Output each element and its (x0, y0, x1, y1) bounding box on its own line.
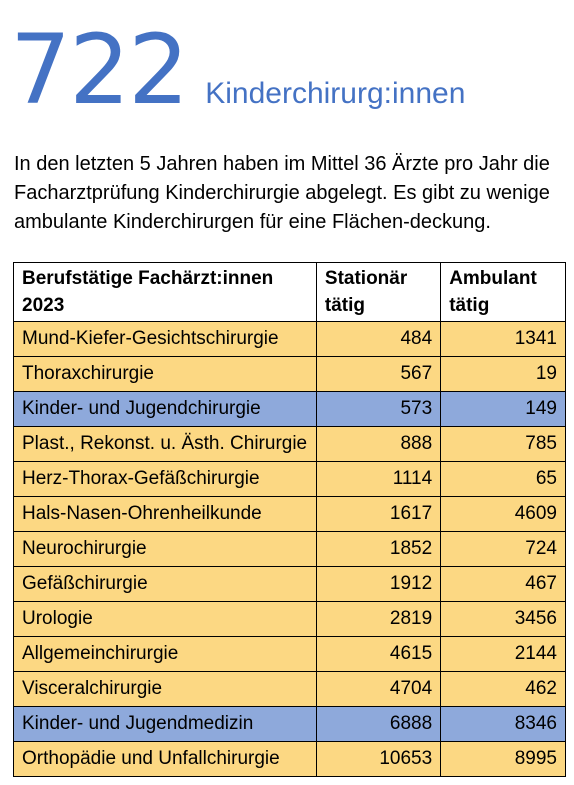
specialists-table: Berufstätige Fachärzt:innen 2023 Station… (13, 262, 566, 777)
table-header-row: Berufstätige Fachärzt:innen 2023 Station… (13, 262, 566, 322)
stationary-count-cell: 1912 (315, 566, 442, 602)
stationary-count-cell: 888 (315, 426, 442, 462)
headline: 722 Kinderchirurg:innen (10, 22, 465, 118)
table-row: Neurochirurgie 1852 724 (13, 531, 566, 567)
specialty-cell: Herz-Thorax-Gefäßchirurgie (13, 461, 317, 497)
stationary-count-cell: 484 (315, 321, 442, 357)
ambulatory-count-cell: 2144 (440, 636, 566, 672)
table-row: Visceralchirurgie 4704 462 (13, 671, 566, 707)
stationary-count-cell: 1114 (315, 461, 442, 497)
column-header-specialty: Berufstätige Fachärzt:innen 2023 (13, 262, 317, 322)
stationary-count-cell: 1617 (315, 496, 442, 532)
table-row: Gefäßchirurgie 1912 467 (13, 566, 566, 602)
ambulatory-count-cell: 8995 (440, 741, 566, 777)
ambulatory-count-cell: 19 (440, 356, 566, 392)
specialty-cell: Plast., Rekonst. u. Ästh. Chirurgie (13, 426, 317, 462)
headline-number: 722 (10, 14, 189, 126)
stationary-count-cell: 1852 (315, 531, 442, 567)
table-row: Urologie 2819 3456 (13, 601, 566, 637)
table-row: Kinder- und Jugendmedizin 6888 8346 (13, 706, 566, 742)
specialty-cell: Visceralchirurgie (13, 671, 317, 707)
column-header-stationary: Stationär tätig (315, 262, 442, 322)
ambulatory-count-cell: 724 (440, 531, 566, 567)
ambulatory-count-cell: 3456 (440, 601, 566, 637)
stationary-count-cell: 6888 (315, 706, 442, 742)
ambulatory-count-cell: 149 (440, 391, 566, 427)
table-row: Thoraxchirurgie 567 19 (13, 356, 566, 392)
ambulatory-count-cell: 1341 (440, 321, 566, 357)
specialty-cell: Thoraxchirurgie (13, 356, 317, 392)
specialty-cell: Urologie (13, 601, 317, 637)
stationary-count-cell: 4704 (315, 671, 442, 707)
table-row: Kinder- und Jugendchirurgie 573 149 (13, 391, 566, 427)
stationary-count-cell: 10653 (315, 741, 442, 777)
headline-label: Kinderchirurg:innen (205, 77, 466, 110)
table-body: Mund-Kiefer-Gesichtschirurgie 484 1341 Thor… (13, 321, 566, 777)
table-row: Mund-Kiefer-Gesichtschirurgie 484 1341 (13, 321, 566, 357)
table-row: Herz-Thorax-Gefäßchirurgie 1114 65 (13, 461, 566, 497)
ambulatory-count-cell: 4609 (440, 496, 566, 532)
specialty-cell: Kinder- und Jugendmedizin (13, 706, 317, 742)
specialty-cell: Kinder- und Jugendchirurgie (13, 391, 317, 427)
table-row: Plast., Rekonst. u. Ästh. Chirurgie 888 78… (13, 426, 566, 462)
stationary-count-cell: 567 (315, 356, 442, 392)
ambulatory-count-cell: 8346 (440, 706, 566, 742)
specialty-cell: Allgemeinchirurgie (13, 636, 317, 672)
stationary-count-cell: 4615 (315, 636, 442, 672)
intro-paragraph: In den letzten 5 Jahren haben im Mittel … (14, 153, 550, 233)
table-row: Hals-Nasen-Ohrenheilkunde 1617 4609 (13, 496, 566, 532)
column-header-ambulatory: Ambulant tätig (440, 262, 566, 322)
stationary-count-cell: 573 (315, 391, 442, 427)
specialty-cell: Neurochirurgie (13, 531, 317, 567)
table-row: Orthopädie und Unfallchirurgie 10653 8995 (13, 741, 566, 777)
ambulatory-count-cell: 65 (440, 461, 566, 497)
table-row: Allgemeinchirurgie 4615 2144 (13, 636, 566, 672)
specialty-cell: Orthopädie und Unfallchirurgie (13, 741, 317, 777)
stationary-count-cell: 2819 (315, 601, 442, 637)
specialty-cell: Hals-Nasen-Ohrenheilkunde (13, 496, 317, 532)
ambulatory-count-cell: 785 (440, 426, 566, 462)
ambulatory-count-cell: 467 (440, 566, 566, 602)
ambulatory-count-cell: 462 (440, 671, 566, 707)
specialty-cell: Gefäßchirurgie (13, 566, 317, 602)
specialty-cell: Mund-Kiefer-Gesichtschirurgie (13, 321, 317, 357)
